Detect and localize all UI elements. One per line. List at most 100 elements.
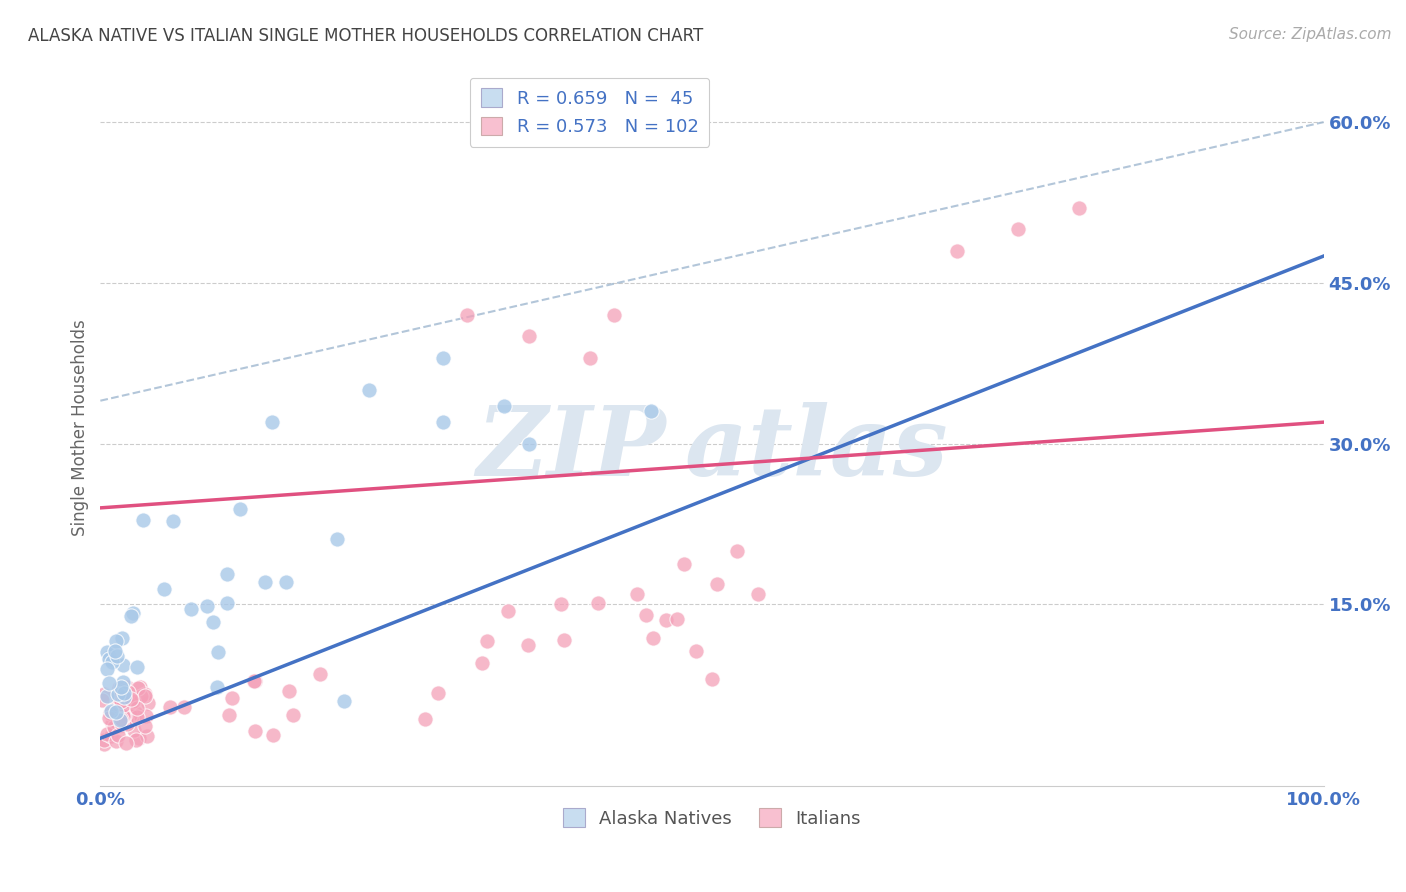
Point	[107, 690, 129, 705]
Point	[110, 688, 132, 702]
Point	[125, 710, 148, 724]
Point	[111, 632, 134, 646]
Point	[229, 502, 252, 516]
Point	[115, 681, 138, 695]
Point	[111, 718, 134, 732]
Point	[96, 689, 118, 703]
Point	[747, 587, 769, 601]
Point	[131, 690, 153, 704]
Point	[128, 680, 150, 694]
Point	[135, 729, 157, 743]
Point	[432, 415, 454, 429]
Point	[309, 667, 332, 681]
Point	[640, 404, 662, 418]
Legend: Alaska Natives, Italians: Alaska Natives, Italians	[555, 801, 868, 835]
Point	[134, 687, 156, 701]
Point	[100, 706, 122, 720]
Point	[603, 308, 626, 322]
Point	[93, 737, 115, 751]
Point	[107, 728, 129, 742]
Point	[122, 723, 145, 737]
Point	[96, 662, 118, 676]
Point	[105, 705, 128, 719]
Point	[100, 704, 122, 718]
Point	[517, 329, 540, 343]
Point	[274, 574, 297, 589]
Point	[221, 690, 243, 705]
Point	[207, 645, 229, 659]
Point	[112, 686, 135, 700]
Point	[706, 577, 728, 591]
Point	[655, 613, 678, 627]
Point	[125, 660, 148, 674]
Point	[205, 680, 228, 694]
Text: ALASKA NATIVE VS ITALIAN SINGLE MOTHER HOUSEHOLDS CORRELATION CHART: ALASKA NATIVE VS ITALIAN SINGLE MOTHER H…	[28, 27, 703, 45]
Point	[586, 596, 609, 610]
Point	[114, 697, 136, 711]
Point	[111, 708, 134, 723]
Point	[108, 714, 131, 728]
Point	[159, 700, 181, 714]
Point	[492, 399, 515, 413]
Point	[98, 652, 121, 666]
Point	[115, 736, 138, 750]
Point	[253, 575, 276, 590]
Point	[124, 732, 146, 747]
Point	[945, 244, 967, 258]
Point	[359, 383, 381, 397]
Point	[100, 729, 122, 743]
Point	[103, 708, 125, 723]
Point	[104, 734, 127, 748]
Point	[217, 596, 239, 610]
Point	[110, 712, 132, 726]
Point	[110, 694, 132, 708]
Point	[112, 690, 135, 704]
Point	[432, 351, 454, 365]
Point	[1067, 201, 1090, 215]
Point	[215, 566, 238, 581]
Point	[173, 700, 195, 714]
Point	[700, 673, 723, 687]
Point	[685, 644, 707, 658]
Point	[104, 644, 127, 658]
Point	[90, 693, 112, 707]
Point	[103, 718, 125, 732]
Point	[180, 601, 202, 615]
Point	[243, 673, 266, 688]
Point	[105, 649, 128, 664]
Point	[475, 633, 498, 648]
Point	[218, 708, 240, 723]
Point	[112, 657, 135, 672]
Point	[553, 633, 575, 648]
Point	[136, 696, 159, 710]
Point	[135, 709, 157, 723]
Point	[110, 681, 132, 695]
Point	[100, 716, 122, 731]
Point	[550, 597, 572, 611]
Point	[127, 681, 149, 696]
Point	[120, 609, 142, 624]
Point	[107, 690, 129, 704]
Point	[107, 697, 129, 711]
Point	[202, 615, 225, 630]
Text: ZIP atlas: ZIP atlas	[477, 402, 948, 496]
Point	[456, 308, 478, 322]
Point	[115, 717, 138, 731]
Point	[111, 674, 134, 689]
Point	[120, 691, 142, 706]
Point	[333, 694, 356, 708]
Point	[134, 719, 156, 733]
Point	[117, 685, 139, 699]
Point	[96, 645, 118, 659]
Point	[260, 415, 283, 429]
Point	[103, 720, 125, 734]
Point	[153, 582, 176, 596]
Point	[98, 649, 121, 664]
Point	[122, 690, 145, 705]
Point	[93, 733, 115, 747]
Point	[98, 711, 121, 725]
Point	[110, 715, 132, 730]
Point	[132, 513, 155, 527]
Point	[114, 701, 136, 715]
Point	[112, 690, 135, 705]
